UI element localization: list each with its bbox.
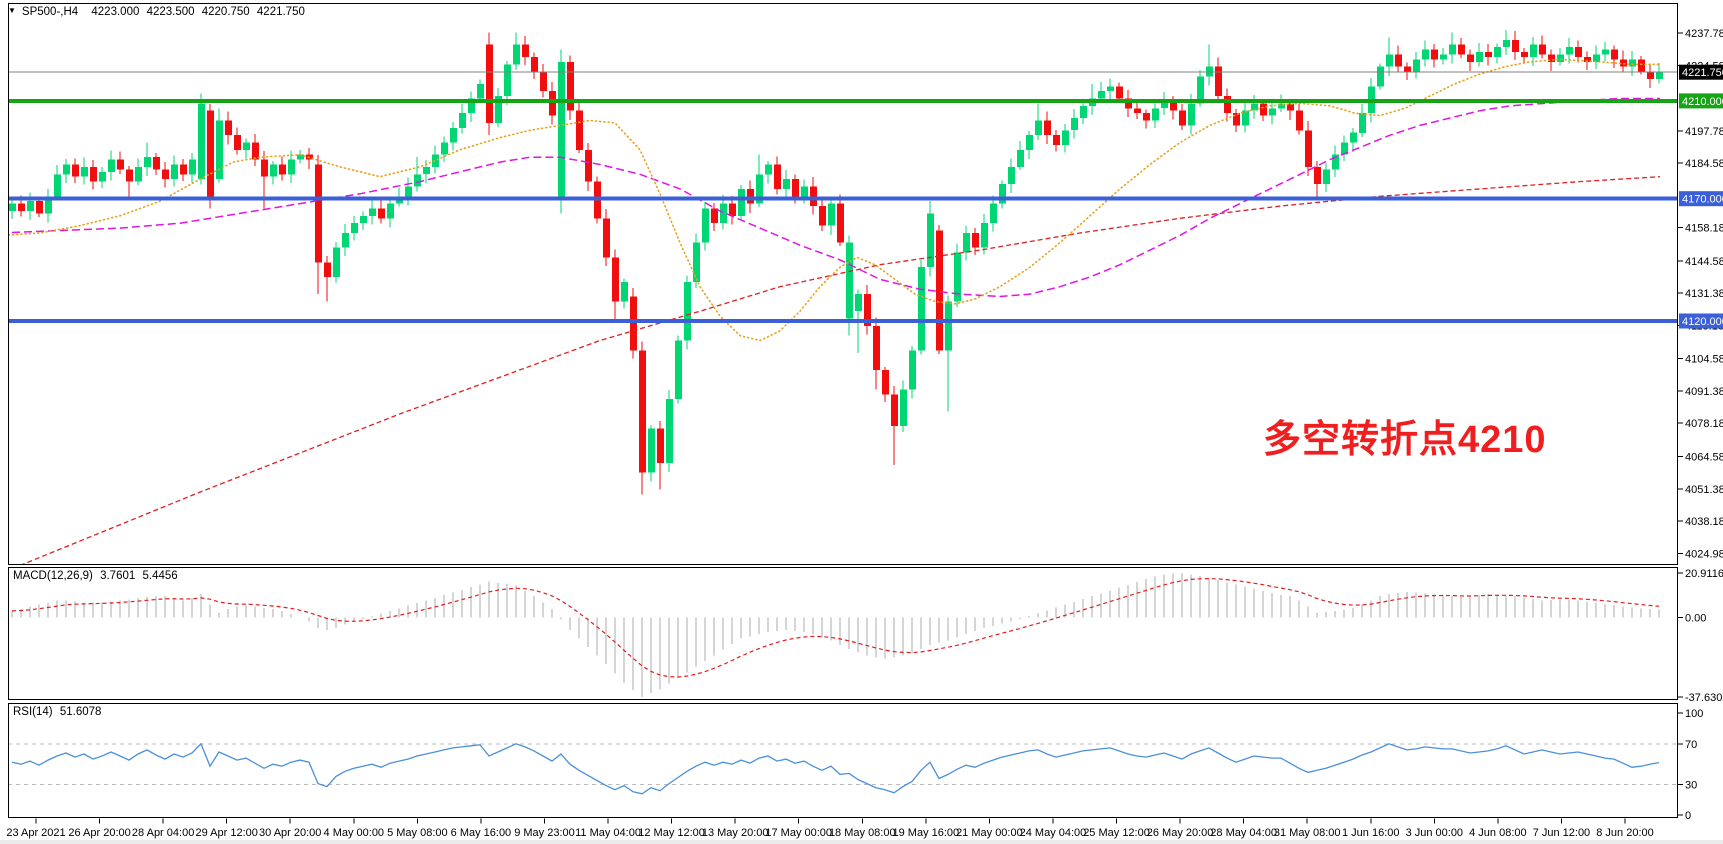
axes-and-labels-layer: 4237.7804224.5804197.7804184.5804158.180…: [0, 3, 1723, 844]
svg-text:8 Jun 20:00: 8 Jun 20:00: [1596, 827, 1654, 839]
svg-text:4237.780: 4237.780: [1685, 28, 1723, 40]
macd-panel-label: MACD(12,26,9) 3.7601 5.4456: [13, 570, 182, 582]
svg-text:26 Apr 20:00: 26 Apr 20:00: [68, 827, 130, 839]
svg-text:17 May 00:00: 17 May 00:00: [765, 827, 832, 839]
svg-text:20.9116: 20.9116: [1685, 568, 1723, 580]
svg-text:0.00: 0.00: [1685, 612, 1706, 624]
macd-name: MACD(12,26,9): [13, 570, 93, 582]
svg-text:13 May 20:00: 13 May 20:00: [702, 827, 769, 839]
ohlc-open: 4223.000: [91, 6, 140, 18]
svg-text:29 Apr 12:00: 29 Apr 12:00: [195, 827, 257, 839]
symbol-period-label: SP500-,H4: [21, 6, 79, 18]
svg-text:4120.000: 4120.000: [1682, 316, 1723, 328]
chart-title: ▼ SP500-,H4 4223.000 4223.500 4220.750 42…: [8, 6, 309, 18]
svg-text:28 May 04:00: 28 May 04:00: [1210, 827, 1277, 839]
svg-text:21 May 00:00: 21 May 00:00: [956, 827, 1023, 839]
ohlc-high: 4223.500: [146, 6, 195, 18]
macd-indicator-layer[interactable]: [11, 573, 1660, 697]
svg-text:70: 70: [1685, 739, 1697, 751]
svg-text:4051.380: 4051.380: [1685, 484, 1723, 496]
rsi-name: RSI(14): [13, 706, 53, 718]
svg-text:7 Jun 12:00: 7 Jun 12:00: [1533, 827, 1591, 839]
svg-text:24 May 04:00: 24 May 04:00: [1020, 827, 1087, 839]
ohlc-low: 4220.750: [201, 6, 250, 18]
svg-text:4038.180: 4038.180: [1685, 516, 1723, 528]
svg-text:19 May 16:00: 19 May 16:00: [893, 827, 960, 839]
svg-text:4104.580: 4104.580: [1685, 354, 1723, 366]
svg-text:18 May 08:00: 18 May 08:00: [829, 827, 896, 839]
svg-text:0: 0: [1685, 810, 1691, 822]
rsi-value: 51.6078: [59, 706, 102, 718]
svg-text:4184.580: 4184.580: [1685, 158, 1723, 170]
svg-text:30: 30: [1685, 780, 1697, 792]
svg-text:4078.180: 4078.180: [1685, 418, 1723, 430]
svg-text:4 Jun 08:00: 4 Jun 08:00: [1469, 827, 1527, 839]
svg-text:25 May 12:00: 25 May 12:00: [1083, 827, 1150, 839]
svg-text:26 May 20:00: 26 May 20:00: [1147, 827, 1214, 839]
svg-text:11 May 04:00: 11 May 04:00: [575, 827, 641, 839]
svg-text:4131.380: 4131.380: [1685, 288, 1723, 300]
svg-text:5 May 08:00: 5 May 08:00: [387, 827, 448, 839]
svg-text:9 May 23:00: 9 May 23:00: [514, 827, 575, 839]
svg-text:100: 100: [1685, 708, 1703, 720]
svg-text:4210.000: 4210.000: [1682, 96, 1723, 108]
macd-value-2: 5.4456: [142, 570, 178, 582]
svg-text:4024.980: 4024.980: [1685, 548, 1723, 560]
svg-text:31 May 08:00: 31 May 08:00: [1274, 827, 1341, 839]
svg-text:4 May 00:00: 4 May 00:00: [324, 827, 385, 839]
svg-text:1 Jun 16:00: 1 Jun 16:00: [1342, 827, 1400, 839]
svg-text:4144.580: 4144.580: [1685, 256, 1723, 268]
ohlc-close: 4221.750: [256, 6, 305, 18]
svg-text:4091.380: 4091.380: [1685, 386, 1723, 398]
svg-text:4064.580: 4064.580: [1685, 451, 1723, 463]
svg-text:4197.780: 4197.780: [1685, 126, 1723, 138]
rsi-indicator-layer[interactable]: [8, 742, 1678, 795]
svg-text:12 May 12:00: 12 May 12:00: [638, 827, 705, 839]
svg-text:28 Apr 04:00: 28 Apr 04:00: [132, 827, 194, 839]
svg-text:4221.750: 4221.750: [1682, 67, 1723, 79]
svg-text:3 Jun 00:00: 3 Jun 00:00: [1406, 827, 1464, 839]
svg-text:4158.180: 4158.180: [1685, 223, 1723, 235]
macd-value-1: 3.7601: [100, 570, 136, 582]
svg-text:23 Apr 2021: 23 Apr 2021: [6, 827, 65, 839]
svg-text:6 May 16:00: 6 May 16:00: [451, 827, 512, 839]
rsi-panel-label: RSI(14) 51.6078: [13, 706, 105, 718]
main-price-chart-layer[interactable]: [0, 30, 1678, 565]
svg-text:4170.000: 4170.000: [1682, 194, 1723, 206]
collapse-triangle-icon[interactable]: ▼: [8, 6, 16, 15]
svg-text:30 Apr 20:00: 30 Apr 20:00: [259, 827, 321, 839]
svg-text:-37.6302: -37.6302: [1685, 692, 1723, 704]
price-annotation[interactable]: 多空转折点4210: [1263, 419, 1547, 461]
